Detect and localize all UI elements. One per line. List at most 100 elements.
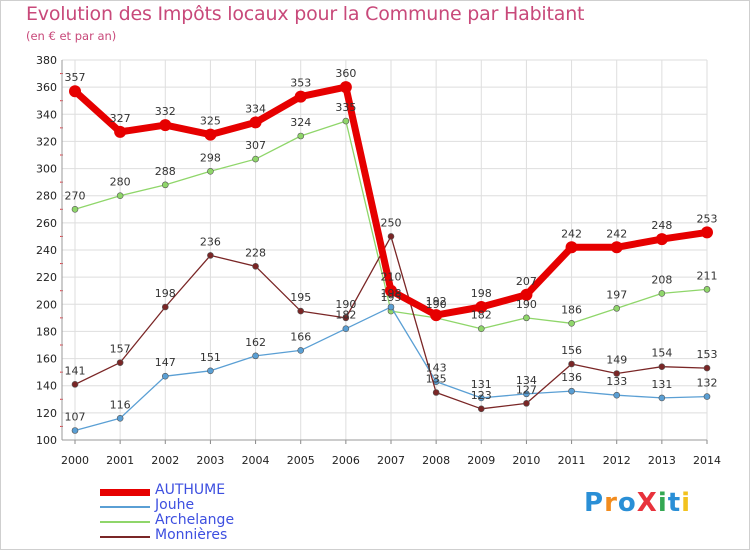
- data-label: 198: [155, 287, 176, 300]
- data-point: [204, 128, 217, 141]
- data-point: [568, 319, 575, 327]
- y-tick-label: 160: [36, 353, 57, 366]
- y-tick-label: 240: [36, 244, 57, 257]
- x-tick-label: 2007: [377, 454, 405, 467]
- data-point: [69, 85, 81, 98]
- y-tick-label: 200: [36, 298, 57, 311]
- data-label: 211: [697, 269, 718, 282]
- data-label: 248: [651, 219, 672, 232]
- x-tick-label: 2009: [467, 454, 495, 467]
- data-point: [703, 393, 711, 400]
- data-point: [703, 364, 711, 372]
- logo-letter: t: [667, 488, 682, 518]
- data-label: 157: [110, 343, 131, 356]
- y-tick-label: 380: [36, 54, 57, 67]
- legend-swatch: [100, 521, 150, 523]
- data-point: [297, 307, 305, 315]
- data-label: 298: [200, 151, 221, 164]
- data-label: 123: [471, 389, 492, 402]
- data-label: 147: [155, 356, 176, 369]
- data-point: [252, 262, 259, 270]
- data-point: [565, 241, 578, 254]
- y-tick-label: 220: [36, 271, 57, 284]
- logo-letter: X: [636, 488, 658, 518]
- data-point: [658, 363, 666, 371]
- data-point: [387, 303, 395, 311]
- data-label: 250: [381, 216, 402, 229]
- data-label: 228: [245, 246, 266, 259]
- x-tick-label: 2003: [196, 454, 224, 467]
- y-tick-label: 280: [36, 190, 57, 203]
- data-label: 325: [200, 115, 221, 128]
- data-label: 190: [426, 298, 447, 311]
- legend-item: Monnières: [100, 527, 360, 544]
- data-point: [116, 359, 124, 366]
- legend-label: AUTHUME: [155, 482, 226, 498]
- data-point: [252, 155, 259, 163]
- data-point: [71, 205, 79, 213]
- x-tick-label: 2013: [648, 454, 676, 467]
- data-point: [477, 325, 485, 333]
- x-tick-label: 2008: [422, 454, 450, 467]
- y-tick-label: 140: [36, 380, 57, 393]
- data-label: 107: [65, 411, 86, 424]
- data-point: [342, 117, 350, 125]
- data-point: [523, 314, 530, 322]
- chart-subtitle: (en € et par an): [26, 29, 117, 43]
- data-label: 134: [516, 374, 537, 387]
- data-label: 197: [606, 288, 627, 301]
- data-point: [207, 367, 214, 375]
- data-point: [297, 347, 305, 354]
- x-tick-label: 2002: [151, 454, 179, 467]
- data-label: 162: [245, 336, 266, 349]
- legend-label: Jouhe: [155, 497, 195, 513]
- data-label: 208: [651, 273, 672, 286]
- data-label: 151: [200, 351, 221, 364]
- data-label: 280: [110, 176, 131, 189]
- data-point: [339, 81, 352, 94]
- data-point: [610, 241, 623, 254]
- data-label: 357: [65, 71, 86, 84]
- data-label: 141: [65, 364, 86, 377]
- y-tick-label: 300: [36, 163, 57, 176]
- x-tick-label: 2011: [558, 454, 586, 467]
- legend-swatch: [100, 488, 150, 496]
- y-tick-label: 100: [36, 434, 57, 447]
- data-point: [701, 226, 713, 239]
- data-point: [159, 119, 172, 132]
- data-point: [161, 181, 169, 189]
- logo-letter: r: [604, 488, 618, 518]
- logo-letter: P: [584, 488, 605, 518]
- data-point: [655, 233, 668, 246]
- data-point: [249, 116, 262, 129]
- data-point: [387, 233, 395, 240]
- data-label: 149: [606, 354, 627, 367]
- data-point: [613, 305, 621, 312]
- data-label: 327: [110, 112, 131, 125]
- data-point: [114, 125, 127, 138]
- y-tick-label: 360: [36, 81, 57, 94]
- data-label: 132: [697, 377, 718, 390]
- x-tick-label: 2004: [242, 454, 270, 467]
- data-label: 242: [606, 227, 627, 240]
- data-label: 334: [245, 102, 266, 115]
- data-label: 207: [516, 275, 537, 288]
- data-label: 332: [155, 105, 176, 118]
- data-point: [658, 290, 666, 297]
- x-tick-label: 2010: [512, 454, 540, 467]
- data-point: [568, 360, 575, 368]
- line-chart: 100 120 140 160 180 200 220 240 260 280 300 320 340 3…: [36, 54, 721, 467]
- data-point: [207, 252, 214, 259]
- data-label: 133: [606, 375, 627, 388]
- logo-letter: i: [681, 488, 692, 518]
- x-tick-label: 2006: [332, 454, 360, 467]
- data-label: 136: [561, 371, 582, 384]
- data-point: [613, 391, 621, 399]
- data-point: [294, 90, 307, 103]
- chart-title: Evolution des Impôts locaux pour la Comm…: [26, 3, 585, 25]
- legend-label: Archelange: [155, 512, 235, 528]
- data-label: 270: [65, 189, 86, 202]
- data-point: [432, 389, 440, 396]
- data-label: 198: [381, 287, 402, 300]
- data-label: 182: [471, 309, 492, 322]
